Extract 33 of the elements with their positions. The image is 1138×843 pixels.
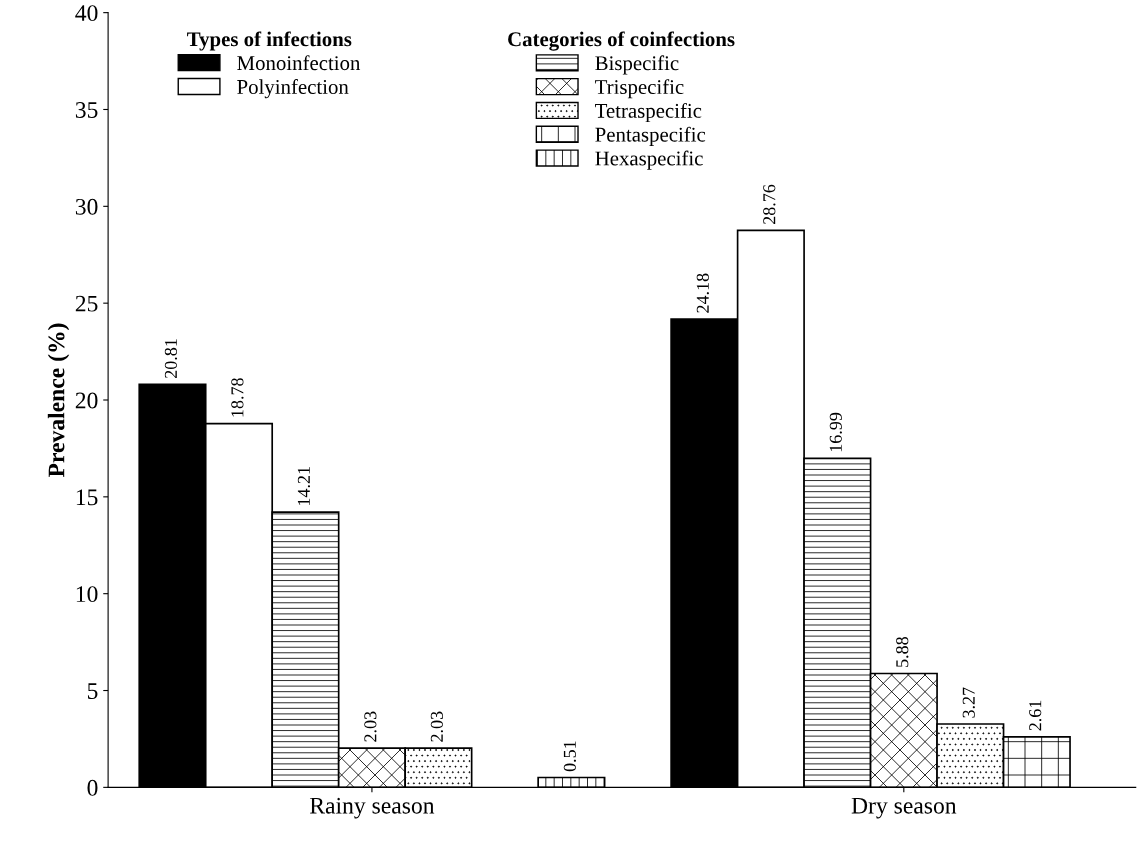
- legend-label: Trispecific: [595, 79, 684, 99]
- data-label: 2.03: [430, 711, 444, 742]
- y-tick-label: 20: [75, 392, 98, 409]
- y-tick-label: 5: [87, 683, 98, 699]
- x-tick-label: Rainy season: [309, 797, 435, 819]
- legend-label: Tetraspecific: [595, 102, 702, 123]
- data-label: 20.81: [164, 339, 178, 378]
- data-label: 24.18: [696, 273, 709, 313]
- y-tick-label: 15: [76, 489, 98, 506]
- text: Types of infections: [187, 31, 352, 51]
- y-axis-title: Prevalence (%): [47, 323, 70, 478]
- legend-label: Monoinfection: [237, 55, 361, 71]
- legend-label: Pentaspecific: [595, 126, 706, 146]
- data-label: 14.21: [297, 467, 311, 505]
- y-tick-label: 25: [75, 295, 98, 312]
- legend-label: Bispecific: [595, 55, 679, 75]
- y-tick-label: 35: [75, 102, 98, 118]
- y-tick-label: 10: [76, 586, 98, 603]
- data-label: 3.27: [962, 687, 975, 718]
- data-label: 2.61: [1029, 700, 1042, 731]
- legend-label: Hexaspecific: [595, 150, 703, 170]
- legend-label: Polyinfection: [237, 79, 349, 99]
- text: Categories of coinfections: [508, 31, 735, 51]
- data-label: 0.51: [563, 741, 576, 772]
- data-label: 16.99: [829, 412, 842, 452]
- data-label: 5.88: [896, 637, 909, 667]
- x-tick-label: Dry season: [851, 797, 957, 819]
- data-label: 18.78: [231, 378, 244, 417]
- y-tick-label: 30: [75, 198, 98, 215]
- y-tick-label: 0: [87, 779, 98, 796]
- data-label: 28.76: [763, 184, 776, 224]
- y-tick-label: 40: [75, 5, 98, 22]
- data-label: 2.03: [364, 711, 377, 742]
